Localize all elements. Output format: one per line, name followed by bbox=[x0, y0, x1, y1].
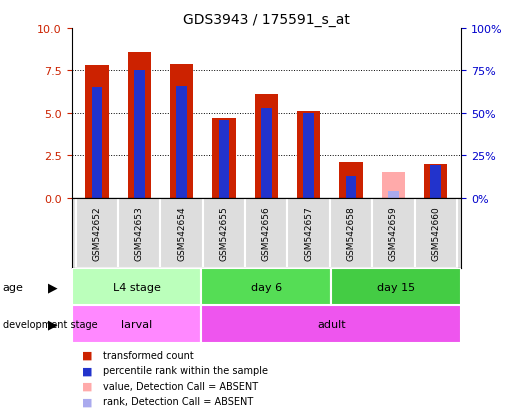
Text: GSM542659: GSM542659 bbox=[389, 206, 398, 261]
Text: GSM542658: GSM542658 bbox=[347, 206, 356, 261]
Bar bbox=[219, 120, 229, 198]
Text: GSM542657: GSM542657 bbox=[304, 206, 313, 261]
Bar bbox=[161, 198, 203, 268]
Bar bbox=[261, 109, 271, 198]
Bar bbox=[430, 166, 441, 198]
Bar bbox=[201, 268, 331, 306]
Text: L4 stage: L4 stage bbox=[112, 282, 161, 292]
Title: GDS3943 / 175591_s_at: GDS3943 / 175591_s_at bbox=[183, 12, 350, 26]
Text: rank, Detection Call = ABSENT: rank, Detection Call = ABSENT bbox=[103, 396, 253, 406]
Bar bbox=[92, 88, 102, 198]
Bar bbox=[414, 198, 457, 268]
Bar bbox=[245, 198, 287, 268]
Bar bbox=[424, 164, 447, 198]
Text: ■: ■ bbox=[82, 381, 93, 391]
Text: ■: ■ bbox=[82, 396, 93, 406]
Text: adult: adult bbox=[317, 319, 346, 329]
Bar bbox=[213, 119, 236, 198]
Bar bbox=[128, 52, 151, 198]
Text: transformed count: transformed count bbox=[103, 350, 194, 360]
Bar bbox=[201, 306, 461, 343]
Text: day 15: day 15 bbox=[377, 282, 415, 292]
Text: larval: larval bbox=[121, 319, 152, 329]
Bar bbox=[72, 306, 201, 343]
Text: development stage: development stage bbox=[3, 319, 98, 329]
Text: age: age bbox=[3, 282, 23, 292]
Bar bbox=[339, 163, 363, 198]
Bar bbox=[255, 95, 278, 198]
Text: ▶: ▶ bbox=[48, 280, 57, 294]
Bar bbox=[134, 71, 145, 198]
Bar bbox=[170, 64, 193, 198]
Bar bbox=[346, 176, 356, 198]
Text: GSM542652: GSM542652 bbox=[92, 206, 101, 261]
Bar bbox=[176, 86, 187, 198]
Text: GSM542660: GSM542660 bbox=[431, 206, 440, 261]
Bar bbox=[287, 198, 330, 268]
Bar bbox=[331, 268, 461, 306]
Text: value, Detection Call = ABSENT: value, Detection Call = ABSENT bbox=[103, 381, 259, 391]
Bar bbox=[203, 198, 245, 268]
Text: ▶: ▶ bbox=[48, 318, 57, 331]
Text: GSM542656: GSM542656 bbox=[262, 206, 271, 261]
Bar bbox=[304, 114, 314, 198]
Bar bbox=[372, 198, 414, 268]
Text: ■: ■ bbox=[82, 350, 93, 360]
Bar bbox=[297, 112, 320, 198]
Text: GSM542655: GSM542655 bbox=[219, 206, 228, 261]
Text: ■: ■ bbox=[82, 366, 93, 375]
Bar bbox=[72, 268, 201, 306]
Bar bbox=[76, 198, 118, 268]
Text: day 6: day 6 bbox=[251, 282, 282, 292]
Bar bbox=[388, 192, 399, 198]
Text: GSM542654: GSM542654 bbox=[177, 206, 186, 261]
Text: GSM542653: GSM542653 bbox=[135, 206, 144, 261]
Bar bbox=[382, 173, 405, 198]
Bar bbox=[118, 198, 161, 268]
Bar bbox=[330, 198, 372, 268]
Bar bbox=[85, 66, 109, 198]
Text: percentile rank within the sample: percentile rank within the sample bbox=[103, 366, 268, 375]
